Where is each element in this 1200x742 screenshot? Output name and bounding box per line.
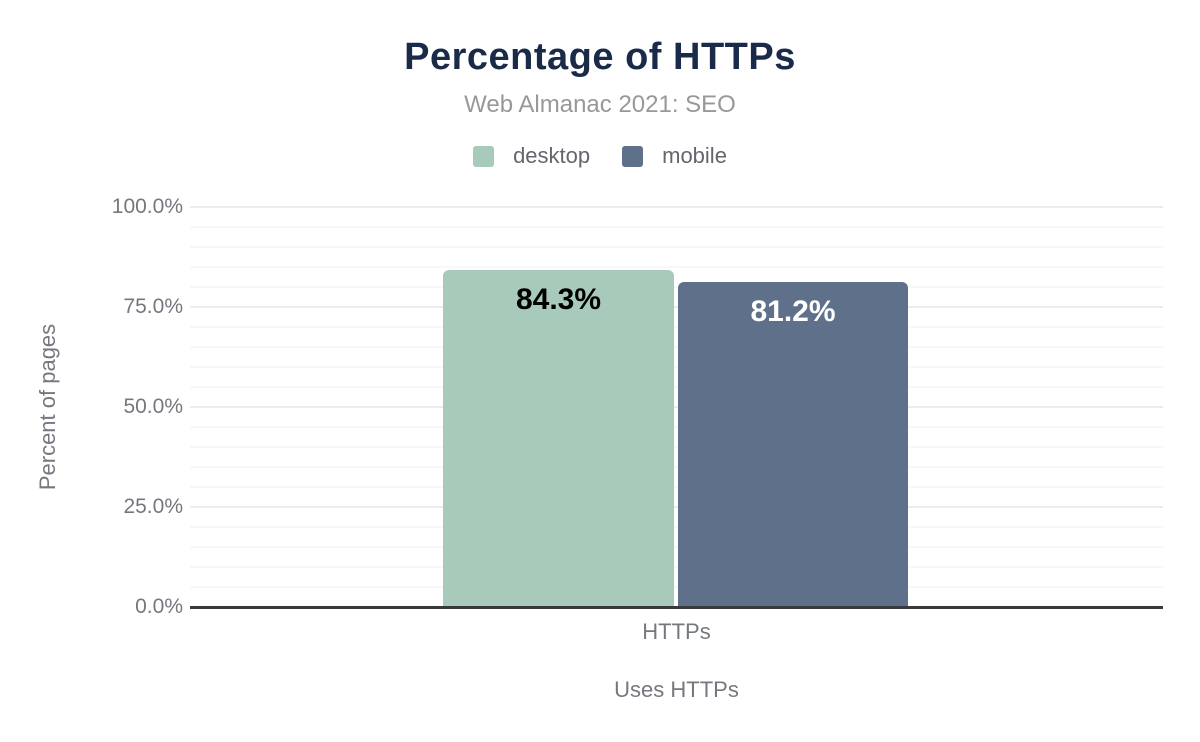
gridline [190, 326, 1163, 328]
y-tick-label: 0.0% [135, 595, 183, 618]
x-axis-title: Uses HTTPs [614, 677, 739, 702]
y-tick-label: 25.0% [123, 495, 183, 518]
chart-title: Percentage of HTTPs [404, 36, 796, 78]
bar-desktop: 84.3% [443, 269, 674, 607]
gridline [190, 286, 1163, 288]
gridline [190, 426, 1163, 428]
x-axis-line [190, 606, 1163, 609]
legend: desktop mobile [0, 143, 1200, 169]
legend-label-desktop: desktop [513, 143, 591, 168]
gridline [190, 206, 1163, 208]
gridline [190, 266, 1163, 268]
legend-swatch-desktop-icon [473, 145, 495, 167]
gridline [190, 586, 1163, 588]
gridline [190, 446, 1163, 448]
gridline [190, 526, 1163, 528]
y-axis-tick-labels: 0.0% 25.0% 50.0% 75.0% 100.0% [0, 195, 183, 618]
bar-value-label-desktop: 84.3% [515, 282, 602, 316]
legend-swatch-mobile-icon [622, 145, 644, 167]
x-category-label: HTTPs [642, 619, 711, 644]
gridline [190, 486, 1163, 488]
y-tick-label: 50.0% [123, 395, 183, 418]
gridline [190, 466, 1163, 468]
gridline [190, 366, 1163, 368]
gridline [190, 506, 1163, 508]
legend-item-mobile: mobile [622, 143, 727, 169]
bar-mobile: 81.2% [678, 282, 908, 607]
gridline [190, 386, 1163, 388]
gridline [190, 566, 1163, 568]
gridline [190, 546, 1163, 548]
chart-subtitle: Web Almanac 2021: SEO [464, 91, 736, 118]
legend-label-mobile: mobile [662, 143, 727, 168]
y-tick-label: 75.0% [123, 295, 183, 318]
gridline [190, 406, 1163, 408]
gridline [190, 226, 1163, 228]
bar-value-label-mobile: 81.2% [750, 295, 836, 329]
gridline [190, 306, 1163, 308]
y-tick-label: 100.0% [111, 195, 183, 218]
gridline [190, 246, 1163, 248]
plot-area: 84.3% 81.2% [190, 206, 1163, 609]
legend-item-desktop: desktop [473, 143, 590, 169]
gridline [190, 346, 1163, 348]
